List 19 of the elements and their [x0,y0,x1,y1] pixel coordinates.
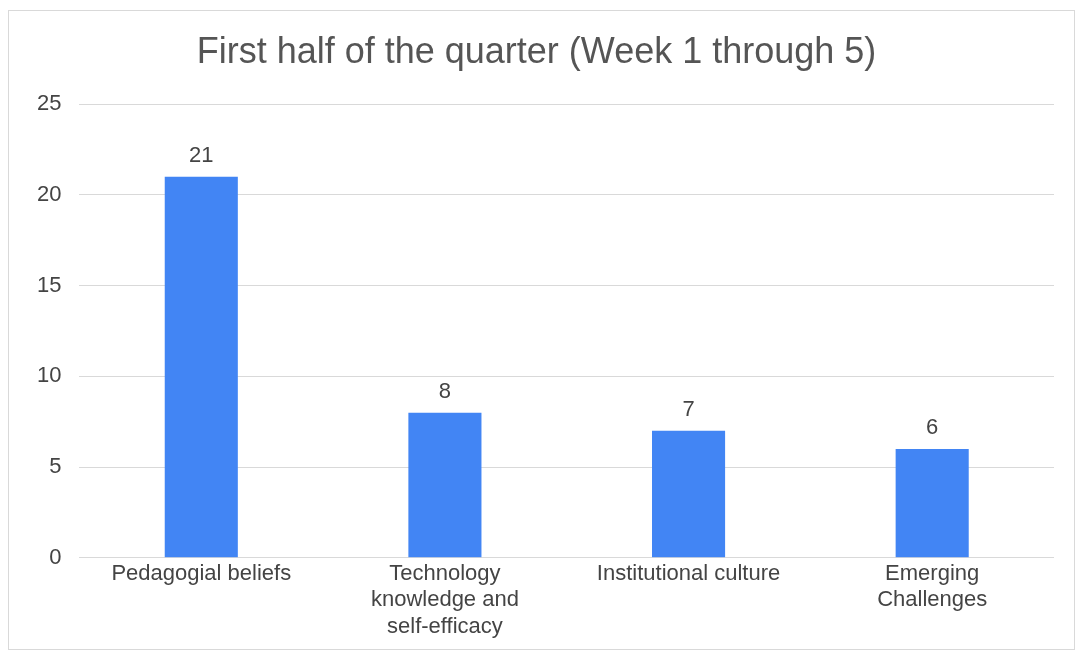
x-tick-label: Pedagogial beliefs [111,560,292,586]
y-tick-label: 20 [36,180,62,206]
bar [164,176,238,558]
data-label: 8 [438,377,452,403]
data-label: 21 [189,141,214,167]
bar [408,412,482,558]
y-tick-label: 0 [49,543,62,569]
y-tick-label: 25 [36,90,62,116]
bar [652,430,726,558]
data-label: 7 [682,395,695,421]
y-tick-label: 15 [36,271,62,297]
y-tick-label: 10 [36,362,62,388]
chart-title: First half of the quarter (Week 1 through 5) [196,29,877,71]
x-tick-label: Institutional culture [596,560,781,586]
x-tick-label: Emerging Challenges [877,560,988,612]
y-tick-label: 5 [49,453,62,479]
data-label: 6 [926,414,939,439]
bar [895,448,969,558]
x-tick-label: Technology knowledge and self-efficacy [370,560,519,638]
